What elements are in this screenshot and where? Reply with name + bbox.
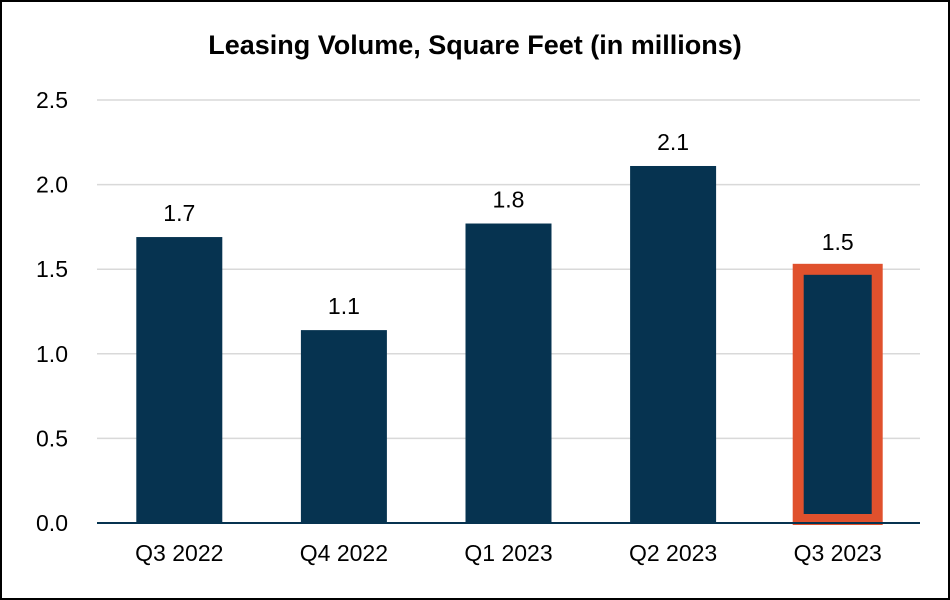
bar-value-label: 1.1	[328, 293, 360, 319]
y-tick-label: 0.0	[36, 510, 68, 536]
x-tick-label: Q3 2022	[135, 540, 223, 566]
bar	[465, 223, 552, 524]
y-tick-label: 1.0	[36, 341, 68, 367]
y-axis-ticks: 0.0 0.5 1.0 1.5 2.0 2.5	[36, 87, 68, 536]
data-labels: 1.7 1.1 1.8 2.1 1.5	[163, 129, 853, 319]
y-tick-label: 1.5	[36, 256, 68, 282]
bar	[630, 165, 717, 523]
bar-value-label: 1.5	[822, 229, 854, 255]
chart-title: Leasing Volume, Square Feet (in millions…	[208, 30, 742, 60]
x-axis-ticks: Q3 2022 Q4 2022 Q1 2023 Q2 2023 Q3 2023	[135, 540, 882, 566]
y-tick-label: 2.5	[36, 87, 68, 113]
bar-value-label: 2.1	[657, 129, 689, 155]
x-tick-label: Q2 2023	[629, 540, 717, 566]
bar-value-label: 1.8	[493, 187, 525, 213]
bar	[300, 330, 387, 523]
y-tick-label: 2.0	[36, 172, 68, 198]
x-tick-label: Q3 2023	[794, 540, 882, 566]
x-tick-label: Q4 2022	[300, 540, 388, 566]
bar	[136, 237, 223, 523]
bar-highlighted	[792, 263, 883, 526]
y-tick-label: 0.5	[36, 425, 68, 451]
bar-value-label: 1.7	[163, 200, 195, 226]
x-tick-label: Q1 2023	[464, 540, 552, 566]
bars	[136, 165, 883, 526]
